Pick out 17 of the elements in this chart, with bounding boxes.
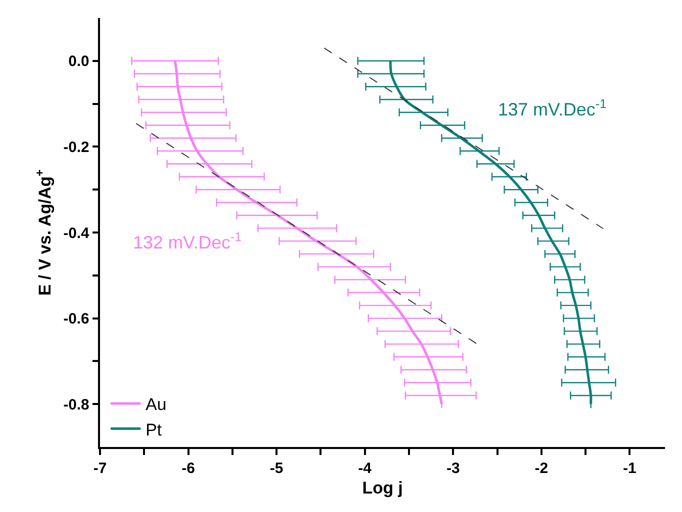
legend-label: Au: [146, 395, 166, 414]
x-tick-label: -2: [534, 460, 548, 477]
x-tick-label: -7: [93, 460, 107, 477]
x-tick-label: -6: [182, 460, 195, 477]
annotation: 137 mV.Dec$^{-1}$: [498, 97, 607, 120]
annotation: 132 mV.Dec$^{-1}$: [133, 230, 242, 253]
y-tick-label: 0.0: [68, 53, 90, 70]
y-tick-label: -0.6: [63, 310, 90, 328]
x-tick-label: -4: [358, 460, 372, 477]
y-tick-label: -0.8: [63, 396, 90, 414]
legend-label: Pt: [146, 420, 162, 440]
y-tick-label: -0.2: [63, 138, 90, 156]
y-tick-label: -0.4: [63, 224, 90, 242]
x-tick-label: -5: [270, 460, 284, 477]
x-axis-title: Log j: [362, 478, 403, 498]
x-tick-label: -3: [446, 460, 460, 477]
x-tick-label: -1: [623, 460, 636, 477]
